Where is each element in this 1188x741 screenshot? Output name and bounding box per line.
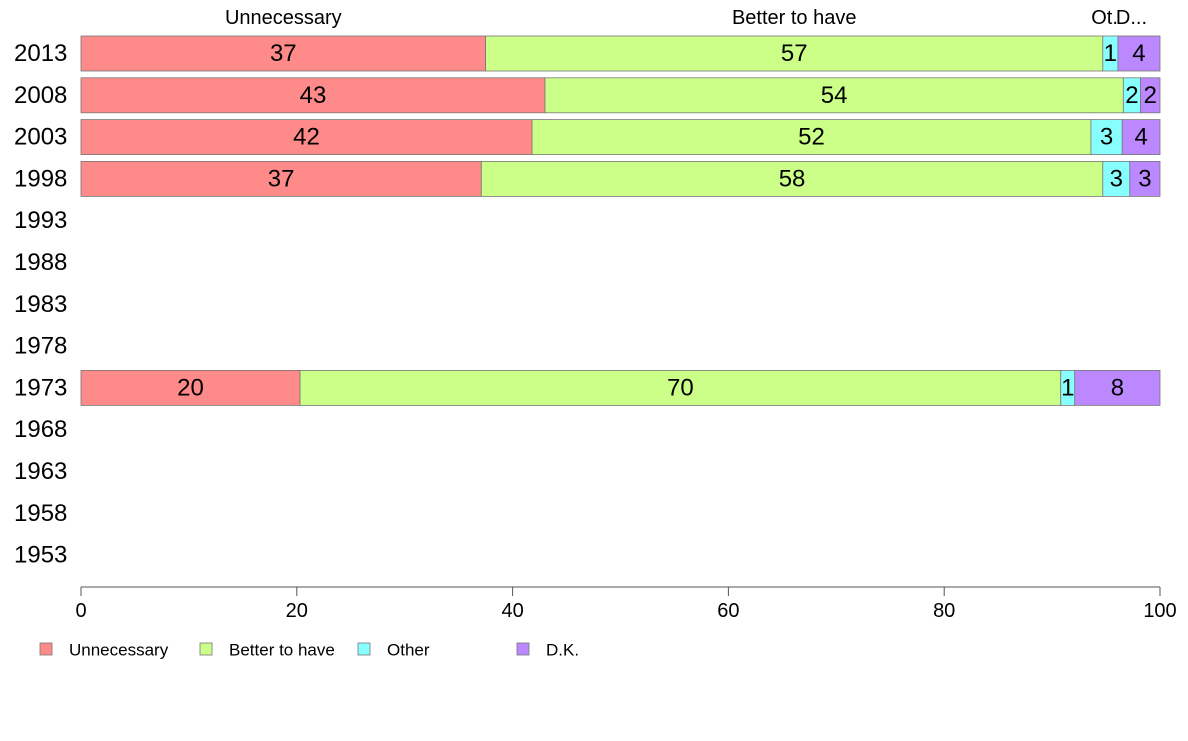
category-labels: 2013 2008 2003 1998 1993 1988 1983 1978 1973 1968… — [14, 40, 67, 569]
category-label: 1953 — [14, 542, 67, 569]
category-label: 1958 — [14, 500, 67, 527]
legend-label: Other — [387, 641, 430, 660]
bar-value-label: 1 — [1104, 40, 1117, 67]
bar-segment — [485, 35, 1104, 72]
category-label: 2013 — [14, 40, 67, 67]
category-label: 1998 — [14, 165, 67, 192]
bar-segment — [80, 77, 546, 114]
category-label: 1968 — [14, 416, 67, 443]
bar-value-label: 2 — [1125, 82, 1138, 109]
bar-segment — [80, 119, 533, 155]
legend-swatch — [199, 642, 213, 656]
bar-segment — [1117, 35, 1161, 72]
bar-value-label: 3 — [1138, 165, 1151, 192]
bar-segment — [1121, 119, 1161, 155]
category-label: 1978 — [14, 333, 67, 360]
x-tick-label: 60 — [717, 600, 739, 622]
category-label: 1963 — [14, 458, 67, 485]
bar-segment — [80, 369, 301, 406]
bar-segment — [1129, 160, 1161, 197]
legend-swatch — [357, 642, 371, 656]
bar-value-label: 8 — [1111, 374, 1124, 401]
category-label: 1983 — [14, 291, 67, 318]
bar-segment — [544, 77, 1124, 114]
bar-segment — [1140, 77, 1161, 114]
bar-value-label: 58 — [779, 165, 806, 192]
category-label: 1988 — [14, 249, 67, 276]
bar-segment — [480, 160, 1104, 197]
legend-swatch — [39, 642, 53, 656]
legend-label: D.K. — [546, 641, 579, 660]
bar-segment — [1090, 119, 1123, 155]
bar-value-label: 52 — [798, 124, 825, 151]
bar-segment — [80, 160, 482, 197]
bar-value-label: 43 — [300, 82, 327, 109]
series-top-label: D... — [1116, 7, 1147, 29]
series-top-labels: Unnecessary Better to have Ot.D... — [225, 7, 1147, 29]
x-tick-label: 0 — [75, 600, 86, 622]
x-tick-label: 100 — [1143, 600, 1176, 622]
legend: Unnecessary Better to have Other D.K. — [39, 641, 579, 660]
category-label: 1973 — [14, 374, 67, 401]
bar-value-label: 3 — [1110, 165, 1123, 192]
series-top-label: Better to have — [732, 7, 857, 29]
series-top-label: Ot. — [1091, 7, 1118, 29]
x-tick-label: 80 — [933, 600, 955, 622]
x-tick-label: 40 — [501, 600, 523, 622]
x-tick-label: 20 — [286, 600, 308, 622]
bar-value-label: 42 — [293, 124, 320, 151]
series-top-label: Unnecessary — [225, 7, 342, 29]
category-label: 1993 — [14, 207, 67, 234]
legend-label: Better to have — [229, 641, 335, 660]
bar-segment — [299, 369, 1062, 406]
legend-label: Unnecessary — [69, 641, 169, 660]
bar-segment — [1074, 369, 1161, 406]
bar-value-label: 1 — [1061, 374, 1074, 401]
bar-value-label: 70 — [667, 374, 694, 401]
bar-value-label: 3 — [1100, 124, 1113, 151]
bar-value-label: 2 — [1144, 82, 1157, 109]
bars-layer — [80, 35, 1161, 406]
category-label: 2003 — [14, 124, 67, 151]
bar-value-label: 54 — [821, 82, 848, 109]
category-label: 2008 — [14, 82, 67, 109]
legend-swatch — [516, 642, 530, 656]
bar-value-label: 20 — [177, 374, 204, 401]
bar-segment — [531, 119, 1092, 155]
x-axis: 0 20 40 60 80 100 — [75, 586, 1177, 622]
bar-segment — [80, 35, 487, 72]
bar-value-label: 4 — [1134, 124, 1147, 151]
bar-value-label: 37 — [270, 40, 297, 67]
bar-value-label: 37 — [268, 165, 295, 192]
bar-value-label: 4 — [1132, 40, 1145, 67]
bar-value-label: 57 — [781, 40, 808, 67]
bar-labels-layer: 37 57 1 443 54 2 242 52 3 437 58 3 320 70 1 8 — [177, 40, 1157, 401]
